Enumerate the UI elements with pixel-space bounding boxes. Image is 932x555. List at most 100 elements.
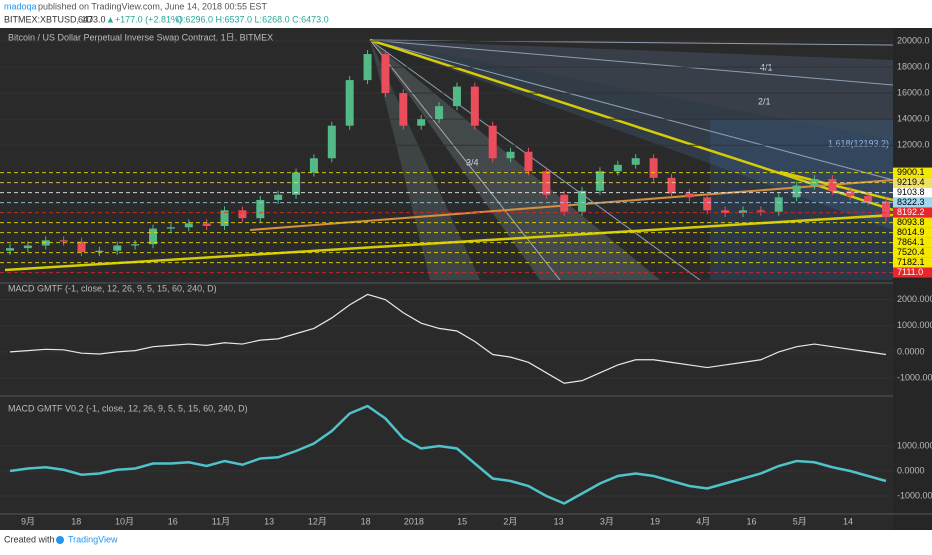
candle <box>846 190 855 197</box>
candle <box>828 179 837 191</box>
candle <box>184 223 193 228</box>
fan-zone <box>370 40 480 280</box>
trend-line <box>779 170 894 202</box>
footer-brand[interactable]: TradingView <box>68 534 118 544</box>
price-label: 9103.8 <box>897 187 925 197</box>
candle <box>256 199 265 219</box>
y-tick-label: -1000.0000 <box>897 372 932 382</box>
candle <box>59 240 68 242</box>
candle <box>613 164 622 172</box>
candle <box>452 86 461 107</box>
footer-created: Created with <box>4 534 55 544</box>
price-label: 8014.9 <box>897 227 925 237</box>
price-label: 8093.8 <box>897 217 925 227</box>
x-tick-label: 2018 <box>404 516 424 526</box>
pane-title: MACD GMTF V0.2 (-1, close, 12, 26, 9, 5,… <box>8 403 248 413</box>
candle <box>345 80 354 126</box>
candle <box>399 93 408 126</box>
candle <box>667 177 676 194</box>
candle <box>882 201 890 218</box>
candle <box>470 86 479 126</box>
price-label: 9219.4 <box>897 177 925 187</box>
header-bg <box>0 0 932 28</box>
candle <box>649 158 658 178</box>
candle <box>756 210 765 212</box>
candle <box>703 197 712 211</box>
trend-line <box>249 179 894 231</box>
pane-title: MACD GMTF (-1, close, 12, 26, 9, 5, 15, … <box>8 283 217 293</box>
candle <box>131 244 140 246</box>
x-tick-label: 9月 <box>21 516 35 526</box>
price-label: 8192.2 <box>897 207 925 217</box>
price-label-bg <box>893 197 932 208</box>
x-tick-label: 19 <box>650 516 660 526</box>
candle <box>327 125 336 159</box>
price-label: 7182.1 <box>897 257 925 267</box>
y-tick-label: 12000.0 <box>897 140 930 150</box>
price-label: 7520.4 <box>897 247 925 257</box>
candle <box>738 210 747 213</box>
candle <box>578 190 587 212</box>
x-tick-label: 13 <box>554 516 564 526</box>
x-tick-label: 15 <box>457 516 467 526</box>
candle <box>506 151 515 159</box>
price-label-bg <box>893 217 932 228</box>
trend-line <box>369 38 894 212</box>
fan-zone <box>370 40 660 280</box>
x-tick-label: 18 <box>71 516 81 526</box>
y-tick-label: 16000.0 <box>897 88 930 98</box>
x-tick-label: 14 <box>843 516 853 526</box>
y-tick-label: -1000.0000 <box>897 490 932 500</box>
price-label: 9900.1 <box>897 167 925 177</box>
price-label-bg <box>893 267 932 278</box>
main-title: Bitcoin / US Dollar Perpetual Inverse Sw… <box>8 32 273 42</box>
candle <box>417 119 426 126</box>
price-label-bg <box>893 167 932 178</box>
fan-zone <box>370 40 893 140</box>
candle <box>274 194 283 200</box>
candle <box>238 210 247 219</box>
candle <box>6 248 14 251</box>
ohlc: O:6296.0 H:6537.0 L:6268.0 C:6473.0 <box>176 14 329 24</box>
price-label-bg <box>893 237 932 248</box>
price-label: 7111.0 <box>897 267 923 277</box>
fan-line <box>369 39 561 281</box>
candle <box>685 193 694 198</box>
x-tick-label: 4月 <box>696 516 710 526</box>
x-tick-label: 11月 <box>212 516 230 526</box>
logo <box>56 536 64 544</box>
price-label-bg <box>893 177 932 188</box>
candle <box>774 197 783 212</box>
fan-zone <box>370 40 893 230</box>
x-tick-label: 10月 <box>115 516 134 526</box>
candle <box>792 185 801 198</box>
candle <box>363 54 372 81</box>
candle <box>23 245 32 249</box>
price-label-bg <box>893 227 932 238</box>
y-tick-label: 18000.0 <box>897 61 930 71</box>
candle <box>292 172 301 195</box>
candle <box>560 194 569 212</box>
published: published on TradingView.com, June 14, 2… <box>38 1 267 11</box>
candle <box>95 250 104 253</box>
last: 6473.0 <box>78 14 106 24</box>
candle <box>595 171 604 191</box>
candle <box>488 125 497 159</box>
price-label-bg <box>893 257 932 268</box>
price-label-bg <box>893 187 932 198</box>
publisher[interactable]: madoqa <box>4 1 37 11</box>
x-tick-label: 18 <box>361 516 371 526</box>
candle <box>435 106 444 120</box>
y-tick-label: 14000.0 <box>897 114 930 124</box>
y-tick-label: 1000.0000 <box>897 440 932 450</box>
candle <box>220 210 229 226</box>
candle <box>864 196 873 202</box>
y-tick-label: 2000.0000 <box>897 294 932 304</box>
fan-line <box>369 39 701 281</box>
y-tick-label: 1000.0000 <box>897 320 932 330</box>
candle <box>77 241 86 253</box>
x-tick-label: 13 <box>264 516 274 526</box>
fan-line <box>369 39 894 181</box>
